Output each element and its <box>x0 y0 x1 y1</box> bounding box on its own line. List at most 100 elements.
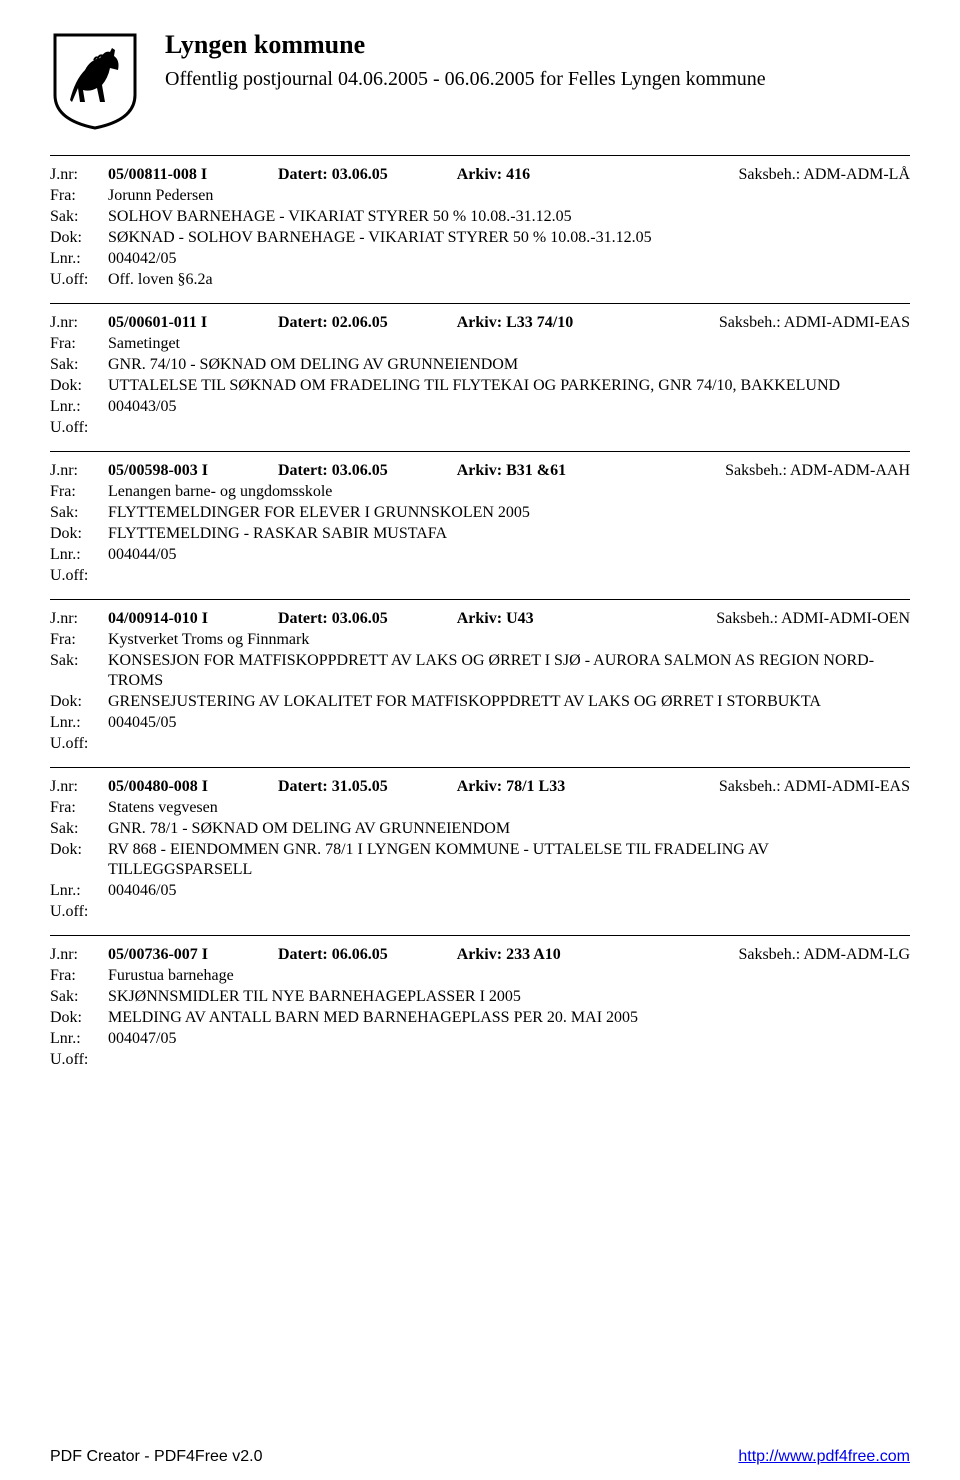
sak-row: Sak: SOLHOV BARNEHAGE - VIKARIAT STYRER … <box>50 207 910 227</box>
dok-label: Dok: <box>50 524 108 544</box>
datert-label: Datert: <box>278 945 328 965</box>
fra-label: Fra: <box>50 966 108 986</box>
arkiv-value: 78/1 L33 <box>506 777 719 797</box>
uoff-label: U.off: <box>50 270 108 290</box>
entry-top-value: 05/00601-011 I Datert: 02.06.05 Arkiv: L… <box>108 313 910 333</box>
datert-value: 02.06.05 <box>332 313 457 333</box>
dok-row: Dok: UTTALELSE TIL SØKNAD OM FRADELING T… <box>50 376 910 396</box>
sak-value: GNR. 78/1 - SØKNAD OM DELING AV GRUNNEIE… <box>108 819 910 839</box>
arkiv-value: 416 <box>506 165 738 185</box>
jnr-label: J.nr: <box>50 609 108 629</box>
sak-value: FLYTTEMELDINGER FOR ELEVER I GRUNNSKOLEN… <box>108 503 910 523</box>
dok-label: Dok: <box>50 228 108 248</box>
dok-row: Dok: MELDING AV ANTALL BARN MED BARNEHAG… <box>50 1008 910 1028</box>
datert-label: Datert: <box>278 313 328 333</box>
sak-row: Sak: GNR. 78/1 - SØKNAD OM DELING AV GRU… <box>50 819 910 839</box>
fra-row: Fra: Jorunn Pedersen <box>50 186 910 206</box>
journal-entry: J.nr: 05/00480-008 I Datert: 31.05.05 Ar… <box>50 767 910 935</box>
dok-value: SØKNAD - SOLHOV BARNEHAGE - VIKARIAT STY… <box>108 228 910 248</box>
jnr-value: 05/00480-008 I <box>108 777 278 797</box>
fra-value: Kystverket Troms og Finnmark <box>108 630 910 650</box>
saksbeh: Saksbeh.: ADM-ADM-AAH <box>725 461 910 481</box>
uoff-row: U.off: <box>50 418 910 438</box>
lnr-row: Lnr.: 004046/05 <box>50 881 910 901</box>
arkiv-label: Arkiv: <box>457 313 502 333</box>
page-footer: PDF Creator - PDF4Free v2.0 http://www.p… <box>50 1448 910 1466</box>
header-text: Lyngen kommune Offentlig postjournal 04.… <box>165 30 910 92</box>
uoff-label: U.off: <box>50 902 108 922</box>
dok-label: Dok: <box>50 376 108 396</box>
jnr-value: 05/00598-003 I <box>108 461 278 481</box>
sak-label: Sak: <box>50 355 108 375</box>
datert-label: Datert: <box>278 777 328 797</box>
lnr-label: Lnr.: <box>50 881 108 901</box>
dok-label: Dok: <box>50 840 108 880</box>
journal-title: Offentlig postjournal 04.06.2005 - 06.06… <box>165 66 910 92</box>
arkiv-value: B31 &61 <box>506 461 725 481</box>
entry-top-value: 05/00811-008 I Datert: 03.06.05 Arkiv: 4… <box>108 165 910 185</box>
dok-row: Dok: FLYTTEMELDING - RASKAR SABIR MUSTAF… <box>50 524 910 544</box>
saksbeh: Saksbeh.: ADM-ADM-LÅ <box>738 165 910 185</box>
dok-label: Dok: <box>50 1008 108 1028</box>
uoff-value <box>108 902 910 922</box>
uoff-label: U.off: <box>50 1050 108 1070</box>
sak-value: SOLHOV BARNEHAGE - VIKARIAT STYRER 50 % … <box>108 207 910 227</box>
saksbeh: Saksbeh.: ADMI-ADMI-EAS <box>719 313 910 333</box>
fra-label: Fra: <box>50 630 108 650</box>
uoff-row: U.off: Off. loven §6.2a <box>50 270 910 290</box>
uoff-label: U.off: <box>50 566 108 586</box>
lnr-value: 004045/05 <box>108 713 910 733</box>
jnr-label: J.nr: <box>50 313 108 333</box>
fra-label: Fra: <box>50 798 108 818</box>
jnr-label: J.nr: <box>50 461 108 481</box>
journal-entry: J.nr: 04/00914-010 I Datert: 03.06.05 Ar… <box>50 599 910 767</box>
uoff-value <box>108 1050 910 1070</box>
jnr-label: J.nr: <box>50 165 108 185</box>
fra-label: Fra: <box>50 334 108 354</box>
municipality-crest <box>50 30 140 130</box>
lnr-row: Lnr.: 004044/05 <box>50 545 910 565</box>
journal-entry: J.nr: 05/00601-011 I Datert: 02.06.05 Ar… <box>50 303 910 451</box>
lnr-value: 004046/05 <box>108 881 910 901</box>
entries-list: J.nr: 05/00811-008 I Datert: 03.06.05 Ar… <box>50 155 910 1083</box>
entry-top-value: 05/00736-007 I Datert: 06.06.05 Arkiv: 2… <box>108 945 910 965</box>
jnr-label: J.nr: <box>50 777 108 797</box>
arkiv-value: U43 <box>506 609 716 629</box>
municipality-name: Lyngen kommune <box>165 30 910 60</box>
sak-value: SKJØNNSMIDLER TIL NYE BARNEHAGEPLASSER I… <box>108 987 910 1007</box>
sak-label: Sak: <box>50 819 108 839</box>
sak-row: Sak: SKJØNNSMIDLER TIL NYE BARNEHAGEPLAS… <box>50 987 910 1007</box>
arkiv-label: Arkiv: <box>457 165 502 185</box>
lnr-label: Lnr.: <box>50 1029 108 1049</box>
fra-row: Fra: Statens vegvesen <box>50 798 910 818</box>
lnr-row: Lnr.: 004043/05 <box>50 397 910 417</box>
dok-value: UTTALELSE TIL SØKNAD OM FRADELING TIL FL… <box>108 376 910 396</box>
entry-topline: J.nr: 05/00598-003 I Datert: 03.06.05 Ar… <box>50 461 910 481</box>
datert-label: Datert: <box>278 609 328 629</box>
jnr-value: 05/00736-007 I <box>108 945 278 965</box>
arkiv-label: Arkiv: <box>457 777 502 797</box>
page-header: Lyngen kommune Offentlig postjournal 04.… <box>50 30 910 130</box>
datert-value: 03.06.05 <box>332 461 457 481</box>
dok-row: Dok: SØKNAD - SOLHOV BARNEHAGE - VIKARIA… <box>50 228 910 248</box>
entry-top-value: 05/00598-003 I Datert: 03.06.05 Arkiv: B… <box>108 461 910 481</box>
footer-right-link[interactable]: http://www.pdf4free.com <box>738 1448 910 1466</box>
uoff-row: U.off: <box>50 734 910 754</box>
fra-row: Fra: Furustua barnehage <box>50 966 910 986</box>
uoff-label: U.off: <box>50 734 108 754</box>
arkiv-value: 233 A10 <box>506 945 738 965</box>
fra-row: Fra: Lenangen barne- og ungdomsskole <box>50 482 910 502</box>
uoff-value <box>108 418 910 438</box>
entry-top-value: 04/00914-010 I Datert: 03.06.05 Arkiv: U… <box>108 609 910 629</box>
uoff-row: U.off: <box>50 1050 910 1070</box>
arkiv-value: L33 74/10 <box>506 313 719 333</box>
sak-label: Sak: <box>50 651 108 691</box>
jnr-label: J.nr: <box>50 945 108 965</box>
lnr-label: Lnr.: <box>50 397 108 417</box>
dok-value: RV 868 - EIENDOMMEN GNR. 78/1 I LYNGEN K… <box>108 840 910 880</box>
sak-row: Sak: GNR. 74/10 - SØKNAD OM DELING AV GR… <box>50 355 910 375</box>
dok-value: FLYTTEMELDING - RASKAR SABIR MUSTAFA <box>108 524 910 544</box>
datert-value: 31.05.05 <box>332 777 457 797</box>
uoff-row: U.off: <box>50 566 910 586</box>
saksbeh: Saksbeh.: ADMI-ADMI-OEN <box>716 609 910 629</box>
